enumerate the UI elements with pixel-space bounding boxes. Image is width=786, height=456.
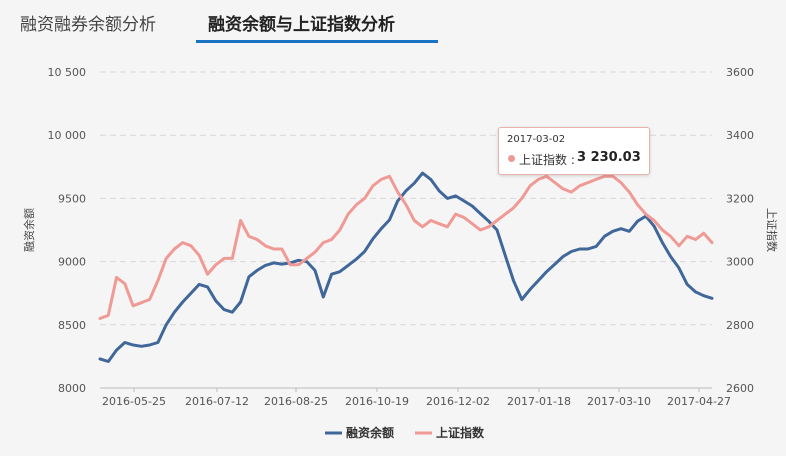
y-left-axis-label: 融资余额: [22, 208, 36, 252]
tab-financing-vs-index[interactable]: 融资余额与上证指数分析: [208, 15, 395, 35]
x-tick-label: 2017-04-27: [667, 395, 731, 408]
legend-shanghai-index-label: 上证指数: [436, 425, 485, 440]
x-tick-label: 2016-10-19: [345, 395, 409, 408]
y-left-tick-label: 10 000: [48, 129, 87, 142]
tooltip-series-label: 上证指数 :: [519, 153, 575, 167]
x-tick-label: 2017-01-18: [507, 395, 571, 408]
chart-tooltip: 2017-03-02 上证指数 : 3 230.03: [498, 127, 650, 175]
y-right-tick-label: 2600: [726, 382, 754, 395]
tab-bar: 融资融券余额分析 融资余额与上证指数分析: [0, 0, 786, 46]
tooltip-series-dot: [508, 155, 515, 162]
x-tick-label: 2017-03-10: [587, 395, 651, 408]
y-left-tick-label: 9500: [58, 192, 86, 205]
x-tick-label: 2016-08-25: [264, 395, 328, 408]
series-line-financing-balance: [98, 171, 714, 363]
y-left-tick-label: 10 500: [48, 66, 87, 79]
x-tick-label: 2016-07-12: [185, 395, 249, 408]
y-left-tick-label: 8000: [58, 382, 86, 395]
series-line-shanghai-index: [98, 174, 714, 320]
y-right-axis-label: 上证指数: [765, 208, 779, 252]
y-right-tick-label: 3200: [726, 192, 754, 205]
active-tab-indicator: [196, 40, 438, 43]
x-tick-label: 2016-12-02: [426, 395, 490, 408]
y-right-tick-label: 2800: [726, 319, 754, 332]
y-right-tick-label: 3400: [726, 129, 754, 142]
x-tick-label: 2016-05-25: [102, 395, 166, 408]
tab-margin-balance-analysis[interactable]: 融资融券余额分析: [20, 15, 156, 35]
y-right-tick-label: 3000: [726, 256, 754, 269]
y-right-tick-label: 3600: [726, 66, 754, 79]
tooltip-value: 3 230.03: [577, 150, 641, 165]
legend-financing-balance-label: 融资余额: [346, 425, 394, 440]
tooltip-date: 2017-03-02: [507, 134, 566, 145]
y-left-tick-label: 8500: [58, 319, 86, 332]
line-chart: 8000 2600 8500 2800 9000 3000 9500 3200 10 000 34…: [22, 66, 779, 440]
y-left-tick-label: 9000: [58, 256, 86, 269]
